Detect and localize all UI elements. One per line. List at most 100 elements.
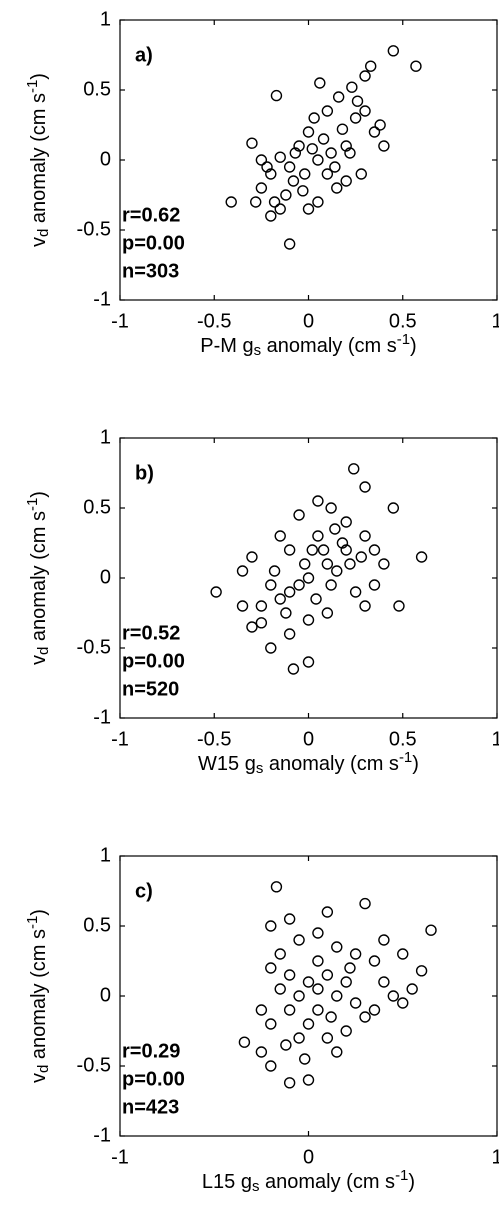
label-part: s	[256, 760, 264, 777]
x-tick-label: 0	[303, 1146, 314, 1168]
point	[344, 558, 356, 570]
point	[406, 983, 418, 995]
point	[302, 656, 315, 668]
label-part: )	[28, 491, 50, 498]
point	[274, 983, 286, 995]
label-part: -1	[24, 498, 41, 511]
y-tick-label: -0.5	[77, 218, 111, 240]
point	[302, 1074, 315, 1086]
stat-annotation: p=0.00	[122, 1068, 185, 1090]
y-axis-label: vd anomaly (cm s-1)	[24, 909, 52, 1083]
stat-annotation: n=303	[122, 260, 179, 282]
point	[344, 147, 356, 159]
point	[283, 628, 296, 640]
point	[359, 1011, 371, 1023]
point	[317, 133, 330, 145]
point	[287, 663, 300, 675]
panel-label: b)	[135, 462, 154, 484]
point	[355, 168, 367, 180]
label-part: )	[410, 335, 417, 357]
point	[293, 990, 305, 1002]
point	[299, 558, 311, 570]
y-tick-label: 0	[100, 984, 111, 1006]
point	[331, 990, 343, 1002]
point	[255, 182, 268, 194]
y-axis-label: vd anomaly (cm s-1)	[24, 73, 52, 247]
x-axis-label: L15 gs anomaly (cm s-1)	[202, 1167, 415, 1195]
point	[378, 558, 390, 570]
point	[293, 509, 305, 521]
point	[302, 572, 315, 584]
point	[425, 924, 437, 936]
stat-annotation: r=0.29	[122, 1040, 180, 1062]
point	[265, 1018, 277, 1030]
x-tick-label: -1	[111, 728, 129, 750]
label-part: s	[254, 342, 262, 359]
point	[274, 203, 286, 215]
point	[312, 1004, 324, 1016]
label-part: P-M g	[200, 335, 253, 357]
y-tick-label: 1	[100, 8, 111, 30]
point	[236, 600, 249, 612]
label-part: anomaly (cm s	[28, 929, 50, 1065]
point	[238, 1036, 251, 1048]
x-axis-label: W15 gs anomaly (cm s-1)	[198, 749, 419, 777]
point	[387, 502, 400, 514]
panel-label: c)	[135, 880, 153, 902]
point	[336, 123, 349, 135]
point	[331, 1046, 343, 1058]
point	[255, 154, 268, 166]
point	[310, 593, 322, 605]
point	[302, 126, 315, 138]
point	[351, 95, 364, 107]
point	[321, 607, 334, 619]
point	[329, 523, 341, 535]
point	[225, 196, 237, 208]
point	[283, 161, 296, 173]
point	[236, 565, 249, 577]
stat-annotation: n=423	[122, 1096, 179, 1118]
point	[306, 544, 318, 556]
point	[280, 1039, 292, 1051]
label-part: )	[28, 909, 50, 916]
label-part: v	[28, 655, 50, 665]
point	[287, 175, 300, 187]
label-part: v	[28, 1073, 50, 1083]
point	[415, 965, 428, 977]
point	[359, 70, 371, 82]
point	[368, 579, 381, 591]
point	[348, 463, 360, 475]
point	[349, 997, 362, 1009]
x-tick-label: 0.5	[389, 310, 417, 332]
point	[302, 1018, 315, 1030]
label-part: )	[28, 73, 50, 80]
point	[397, 948, 409, 960]
y-tick-label: 0	[100, 148, 111, 170]
point	[268, 565, 281, 577]
stat-annotation: r=0.52	[122, 622, 180, 644]
point	[359, 600, 371, 612]
point	[312, 154, 324, 166]
point	[283, 1077, 296, 1089]
point	[274, 948, 286, 960]
point	[321, 969, 334, 981]
point	[340, 1025, 352, 1037]
panel-label: a)	[135, 44, 153, 66]
point	[302, 976, 315, 988]
point	[314, 77, 326, 89]
point	[265, 579, 277, 591]
point	[359, 530, 371, 542]
point	[336, 537, 349, 549]
x-tick-label: 0	[303, 728, 314, 750]
point	[340, 976, 352, 988]
point	[340, 175, 352, 187]
point	[255, 1004, 268, 1016]
x-tick-label: -1	[111, 1146, 129, 1168]
point	[280, 607, 292, 619]
point	[332, 91, 345, 103]
point	[346, 81, 358, 93]
label-part: -1	[24, 80, 41, 93]
point	[321, 558, 334, 570]
point	[265, 210, 277, 222]
